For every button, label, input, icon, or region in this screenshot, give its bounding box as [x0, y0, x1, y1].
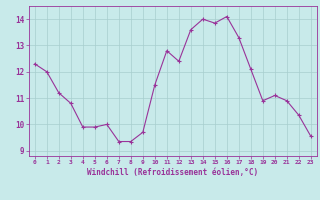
X-axis label: Windchill (Refroidissement éolien,°C): Windchill (Refroidissement éolien,°C) — [87, 168, 258, 177]
